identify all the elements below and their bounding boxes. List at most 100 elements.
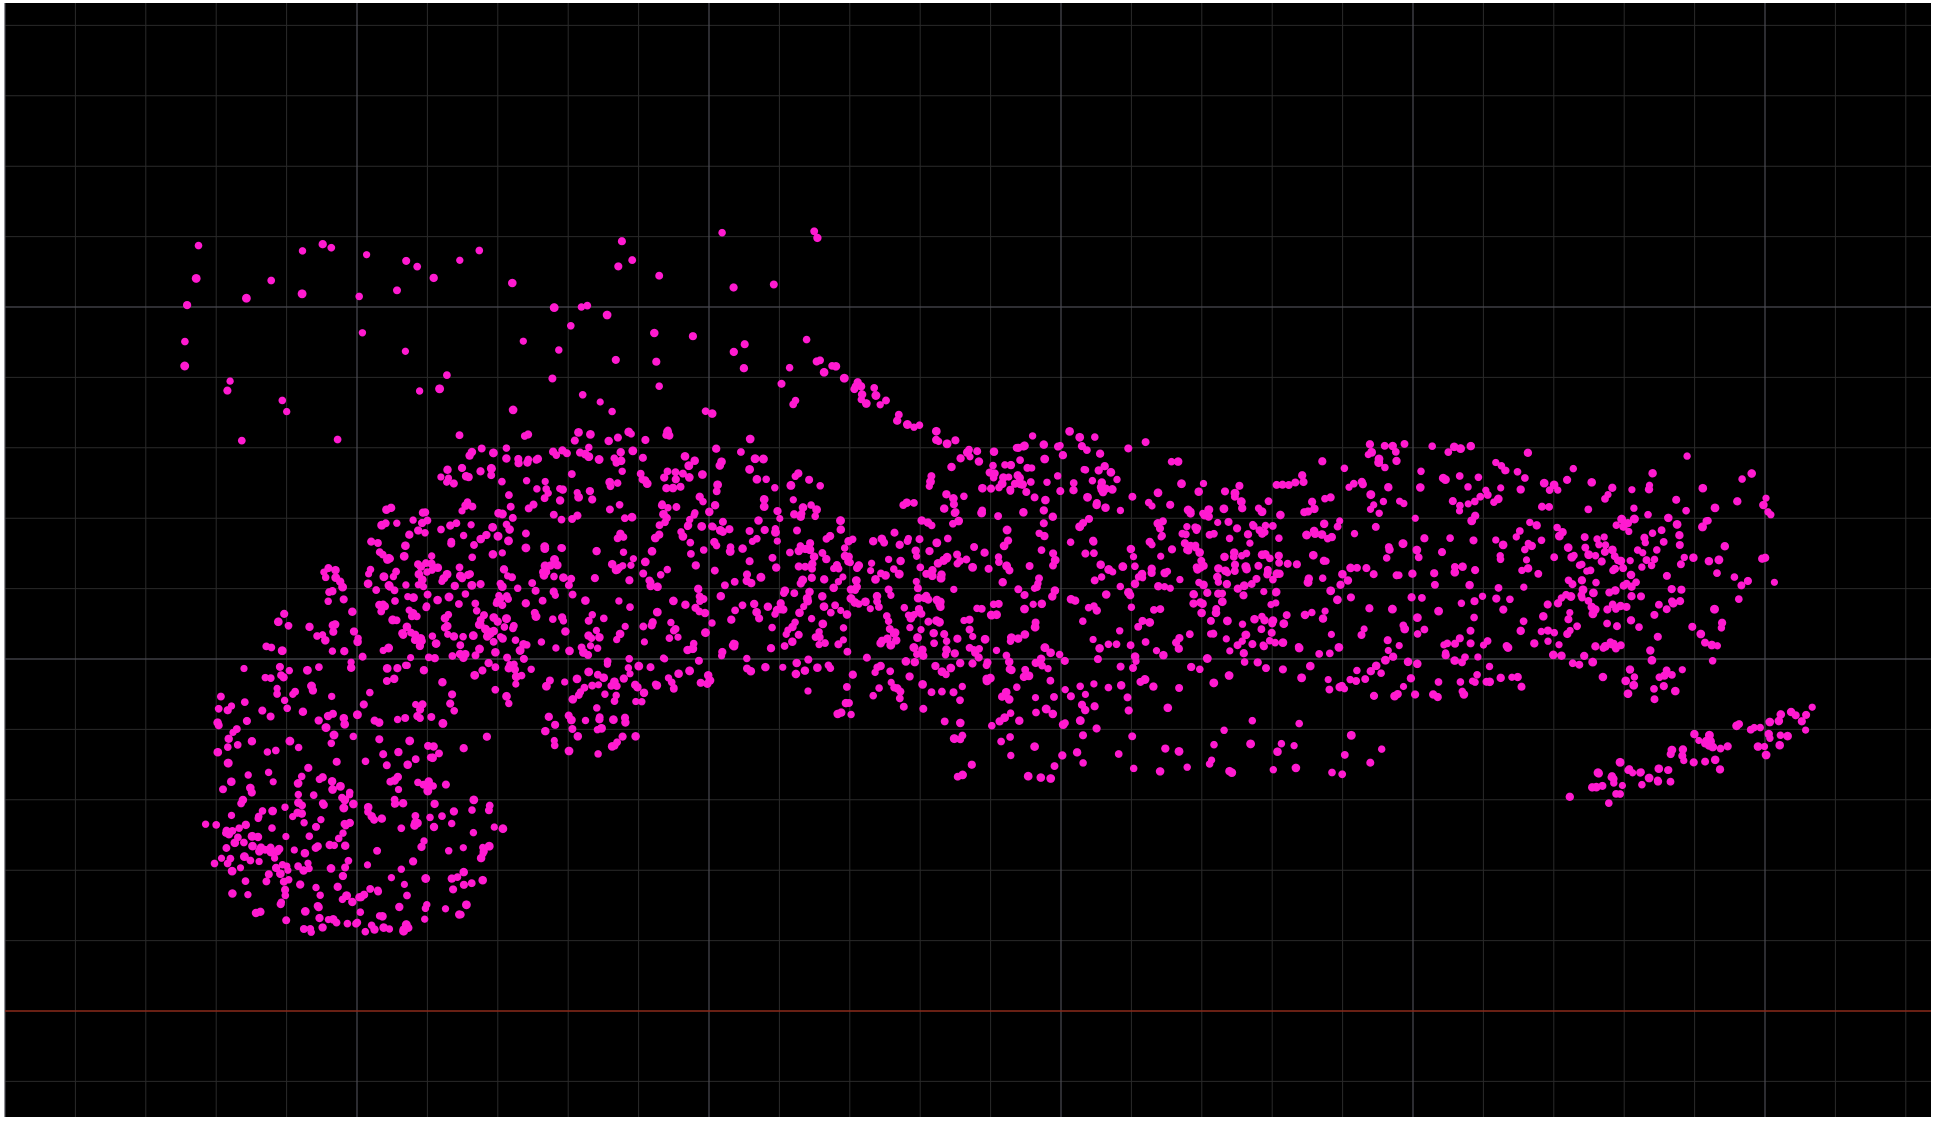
point [342,891,352,901]
point [652,357,661,366]
point [745,526,754,536]
point [1315,649,1324,658]
point [1688,622,1697,631]
point [435,384,445,394]
point [502,520,511,529]
point [353,918,362,927]
point [913,593,923,603]
point [1492,594,1501,603]
point [1237,551,1246,560]
point [740,340,749,349]
point [277,646,287,656]
point [1450,562,1459,571]
point [780,586,790,596]
point [1563,475,1572,484]
point-cloud[interactable] [180,227,1816,936]
point [268,824,276,832]
point [524,504,533,513]
point [264,768,273,777]
point [1534,569,1543,578]
point [965,625,974,634]
point [1041,495,1050,505]
point [422,603,431,612]
point [1079,759,1087,767]
point [255,857,263,866]
point [1394,571,1403,580]
point [909,643,919,652]
point [444,847,453,855]
point [395,902,404,912]
point [657,501,667,510]
point [304,763,313,773]
point [718,517,727,526]
point [1131,562,1139,571]
point [382,663,392,673]
point [1152,647,1161,655]
point [1040,454,1050,464]
point [522,476,531,485]
point [1625,665,1635,674]
point [375,735,384,744]
point [639,569,648,578]
point [977,604,986,613]
point [1022,487,1031,497]
point [227,866,237,876]
point [348,897,357,907]
point [1092,606,1101,615]
point [759,495,769,504]
point [332,757,341,766]
point [1366,505,1375,513]
point [1612,622,1622,631]
point [1173,457,1183,466]
point [1046,648,1055,658]
point [1474,473,1483,482]
point [1199,479,1208,488]
point [608,407,616,416]
point [1113,475,1121,484]
point [674,633,682,641]
point [1413,659,1422,669]
point [1776,710,1785,719]
point [1587,783,1597,792]
point [446,521,455,530]
point [1526,518,1534,527]
point [490,823,498,831]
point [1318,574,1327,582]
point [674,669,683,679]
point [950,649,959,658]
point [331,565,340,575]
point [465,451,474,460]
point [241,877,250,885]
point [366,884,375,893]
point [940,717,949,726]
point [237,799,246,808]
point [655,521,664,530]
point [398,798,408,808]
point [992,610,1001,620]
point [414,526,423,535]
point [1230,560,1240,569]
point [452,519,461,528]
point [508,513,517,522]
point [1360,625,1368,633]
point [1326,586,1336,596]
point [561,627,570,636]
point [768,553,777,562]
point [459,844,467,852]
point [283,704,292,713]
point [423,901,431,909]
point [223,743,232,751]
point [491,663,500,672]
point [710,566,719,575]
point [1577,576,1587,585]
point [1081,549,1090,558]
point [281,803,289,811]
point [1603,619,1612,628]
point [511,636,520,645]
point [458,574,467,583]
point [476,853,486,863]
point [736,448,745,456]
point [1081,690,1090,699]
